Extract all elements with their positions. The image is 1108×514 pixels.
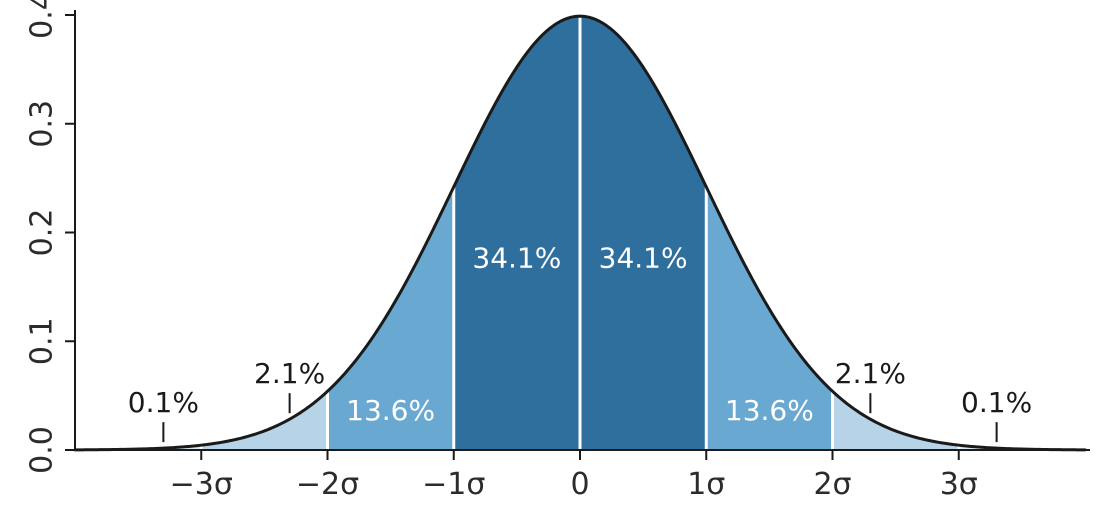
x-tick-label: −1σ [422,467,485,502]
region-label-7: 0.1% [961,386,1032,419]
region-label-6: 2.1% [835,357,906,390]
y-tick-label: 0.1 [25,317,60,365]
x-tick-label: 2σ [813,467,851,502]
y-tick-label: 0.4 [25,0,60,39]
x-tick-label: −3σ [170,467,233,502]
region-label-0: 0.1% [128,386,199,419]
chart-svg: 0.0 0.1 0.2 0.3 0.4 −3σ −2σ −1σ 0 1σ 2σ 3σ 0.1% 2.1% 1… [0,0,1108,514]
region-label-4: 34.1% [599,242,688,275]
y-tick-label: 0.2 [25,209,60,257]
y-tick-label: 0.0 [25,426,60,474]
region-label-1: 2.1% [254,357,325,390]
region-label-2: 13.6% [346,394,435,427]
normal-distribution-chart: 0.0 0.1 0.2 0.3 0.4 −3σ −2σ −1σ 0 1σ 2σ 3σ 0.1% 2.1% 1… [0,0,1108,514]
x-tick-label: 3σ [940,467,978,502]
region-label-5: 13.6% [725,394,814,427]
y-tick-label: 0.3 [25,100,60,148]
x-tick-label: −2σ [296,467,359,502]
region-label-3: 34.1% [472,242,561,275]
x-tick-label: 0 [570,467,589,502]
x-tick-label: 1σ [687,467,725,502]
